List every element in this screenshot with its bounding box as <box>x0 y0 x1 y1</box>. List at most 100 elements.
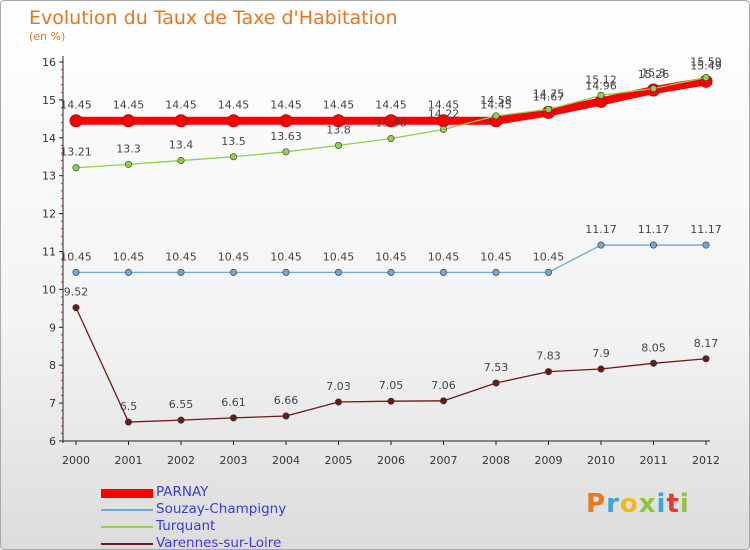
data-point <box>597 91 605 99</box>
data-label: 10.45 <box>428 250 460 263</box>
data-point <box>332 114 345 128</box>
data-point <box>702 355 710 363</box>
logo-letter: i <box>679 489 690 519</box>
data-label: 11.17 <box>585 223 617 236</box>
data-label: 14.45 <box>480 99 512 112</box>
data-point <box>492 268 500 276</box>
proxiti-logo: Proxiti <box>586 489 690 519</box>
data-label: 10.45 <box>375 250 407 263</box>
data-label: 14.45 <box>165 99 197 112</box>
data-label: 13.5 <box>221 135 246 148</box>
data-point <box>279 114 293 128</box>
data-label: 10.45 <box>218 250 250 263</box>
logo-letter: o <box>619 489 639 519</box>
data-point <box>649 359 657 367</box>
x-tick-label: 2010 <box>587 454 615 467</box>
data-label: 14.67 <box>533 90 565 103</box>
data-point <box>125 418 133 426</box>
data-point <box>177 157 185 165</box>
data-label: 13.98 <box>375 117 407 130</box>
data-label: 10.45 <box>533 250 565 263</box>
legend-swatch <box>101 509 153 511</box>
data-label: 10.45 <box>113 250 145 263</box>
y-tick-label: 14 <box>42 132 56 145</box>
legend-swatch <box>101 488 153 498</box>
data-point <box>492 379 500 387</box>
data-point <box>230 153 238 161</box>
logo-letter: t <box>666 489 680 519</box>
data-label: 11.17 <box>690 223 722 236</box>
legend-label: Varennes-sur-Loire <box>156 535 282 550</box>
y-tick-label: 16 <box>42 56 56 69</box>
data-point <box>387 397 395 405</box>
data-label: 10.45 <box>270 250 302 263</box>
data-point <box>177 268 185 276</box>
data-point <box>597 241 605 249</box>
data-label: 14.45 <box>428 99 460 112</box>
x-tick-label: 2003 <box>220 454 248 467</box>
data-label: 7.03 <box>326 380 351 393</box>
y-tick-label: 9 <box>49 321 56 334</box>
data-label: 7.06 <box>431 379 456 392</box>
data-point <box>544 105 552 113</box>
data-label: 15.12 <box>585 73 617 86</box>
data-label: 14.45 <box>113 99 145 112</box>
data-point <box>387 268 395 276</box>
data-label: 14.75 <box>533 87 565 100</box>
chart-title: Evolution du Taux de Taxe d'Habitation <box>29 7 398 29</box>
logo-letter: i <box>656 489 667 519</box>
data-point <box>122 114 135 128</box>
data-label: 14.45 <box>270 99 302 112</box>
x-tick-label: 2001 <box>115 454 143 467</box>
data-label: 14.45 <box>323 99 355 112</box>
data-point <box>230 268 238 276</box>
logo-letter: P <box>586 489 607 519</box>
data-point <box>230 414 238 422</box>
data-point <box>69 114 83 128</box>
data-label: 9.52 <box>64 286 89 299</box>
logo-letter: r <box>606 489 620 519</box>
data-point <box>387 135 395 143</box>
data-label: 13.3 <box>116 142 141 155</box>
data-label: 14.58 <box>480 94 512 107</box>
data-label: 7.53 <box>484 361 509 374</box>
data-point <box>282 268 290 276</box>
data-label: 14.45 <box>218 99 250 112</box>
data-point <box>177 416 185 424</box>
legend-label: PARNAY <box>156 484 209 500</box>
y-tick-label: 15 <box>42 94 56 107</box>
x-tick-label: 2011 <box>640 454 668 467</box>
x-tick-label: 2008 <box>482 454 510 467</box>
data-label: 7.9 <box>592 347 610 360</box>
legend-swatch <box>101 543 153 545</box>
data-label: 13.8 <box>326 123 351 136</box>
data-label: 14.96 <box>585 79 617 92</box>
data-label: 13.63 <box>270 130 302 143</box>
data-label: 11.17 <box>638 223 670 236</box>
legend-label: Souzay-Champigny <box>156 501 287 517</box>
data-label: 8.05 <box>641 341 666 354</box>
data-point <box>544 368 552 376</box>
data-point <box>125 160 133 168</box>
x-tick-label: 2004 <box>272 454 300 467</box>
data-label: 10.45 <box>165 250 197 263</box>
data-point <box>174 114 188 128</box>
data-label: 6.5 <box>120 400 138 413</box>
data-point <box>125 268 133 276</box>
data-point <box>334 268 342 276</box>
data-label: 14.22 <box>428 107 460 120</box>
data-label: 6.66 <box>274 394 299 407</box>
y-tick-label: 12 <box>42 208 56 221</box>
data-point <box>72 164 80 172</box>
x-tick-label: 2009 <box>535 454 563 467</box>
data-point <box>72 304 80 312</box>
x-tick-label: 2007 <box>430 454 458 467</box>
data-label: 14.45 <box>60 99 92 112</box>
y-tick-label: 6 <box>49 435 56 448</box>
legend-label: Turquant <box>156 518 216 534</box>
data-point <box>649 241 657 249</box>
logo-letter: x <box>638 489 657 519</box>
data-label: 7.05 <box>379 379 404 392</box>
